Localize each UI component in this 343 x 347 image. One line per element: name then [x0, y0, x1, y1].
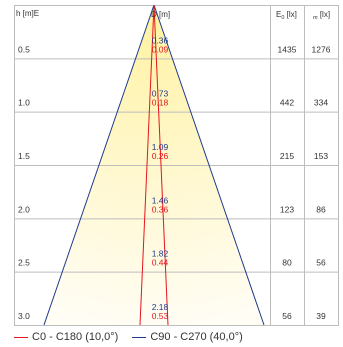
legend-swatch-c0 — [14, 336, 28, 338]
row-diameter-c0: 0.36 — [152, 204, 169, 214]
row-diameter-c90: 0.73 — [152, 89, 169, 99]
legend-label-c0: C0 - C180 (10,0°) — [32, 331, 119, 343]
beam-diagram: h [m]E D [m] E0 [lx] m [lx] 0.50.360.09 1… — [14, 4, 339, 326]
row-em-value: 1276 — [312, 44, 331, 54]
row-diameter-c0: 0.18 — [152, 98, 169, 108]
em-column-header: m [lx] — [313, 10, 330, 21]
row-height-value: 0.5 — [18, 44, 30, 54]
table-row: 1.0 0.730.18 442 334 — [18, 89, 328, 108]
row-e0-value: 80 — [282, 258, 292, 268]
legend-label-c90: C90 - C270 (40,0°) — [150, 331, 243, 343]
c90-beam-right-edge — [153, 4, 265, 326]
row-height-value: 3.0 — [18, 311, 30, 321]
row-diameter-c0: 0.53 — [152, 311, 169, 321]
row-diameter-c0: 0.44 — [152, 258, 169, 268]
row-em-value: 334 — [314, 98, 328, 108]
e0-column-header: E0 [lx] — [276, 10, 297, 21]
row-diameter-c90: 2.18 — [152, 302, 169, 312]
row-diameter-c0: 0.26 — [152, 151, 169, 161]
row-height-value: 1.0 — [18, 98, 30, 108]
row-diameter-c90: 0.36 — [152, 35, 169, 45]
row-e0-value: 1435 — [278, 44, 297, 54]
legend-item-c90: C90 - C270 (40,0°) — [132, 331, 243, 343]
legend-item-c0: C0 - C180 (10,0°) — [14, 331, 118, 343]
diameter-axis-label: D [m] — [151, 10, 170, 19]
table-row: 1.5 1.090.26 215 153 — [18, 142, 328, 161]
row-e0-value: 442 — [280, 98, 294, 108]
table-row: 2.5 1.820.44 80 56 — [18, 249, 326, 268]
row-em-value: 153 — [314, 151, 328, 161]
row-height-value: 2.0 — [18, 204, 30, 214]
legend-swatch-c90 — [132, 336, 147, 338]
table-row: 3.0 2.180.53 56 39 — [18, 302, 326, 321]
row-em-value: 56 — [316, 258, 326, 268]
table-row: 2.0 1.460.36 123 86 — [18, 195, 326, 214]
legend: C0 - C180 (10,0°) C90 - C270 (40,0°) — [14, 329, 257, 345]
row-e0-value: 123 — [280, 204, 294, 214]
row-height-value: 1.5 — [18, 151, 30, 161]
row-e0-value: 215 — [280, 151, 294, 161]
row-em-value: 39 — [316, 311, 326, 321]
row-diameter-c90: 1.09 — [152, 142, 169, 152]
grid-rows — [14, 58, 338, 273]
table-row: 0.5 0.360.09 1435 1276 — [18, 35, 331, 54]
row-em-value: 86 — [316, 204, 326, 214]
row-diameter-c0: 0.09 — [152, 44, 169, 54]
row-e0-value: 56 — [282, 311, 292, 321]
c0-beam-right-edge — [153, 4, 169, 326]
c90-beam-left-edge — [43, 4, 155, 326]
c0-beam-left-edge — [139, 4, 155, 326]
row-diameter-c90: 1.82 — [152, 249, 169, 259]
row-diameter-c90: 1.46 — [152, 195, 169, 205]
row-height-value: 2.5 — [18, 258, 30, 268]
height-axis-label: h [m]E — [16, 9, 39, 18]
